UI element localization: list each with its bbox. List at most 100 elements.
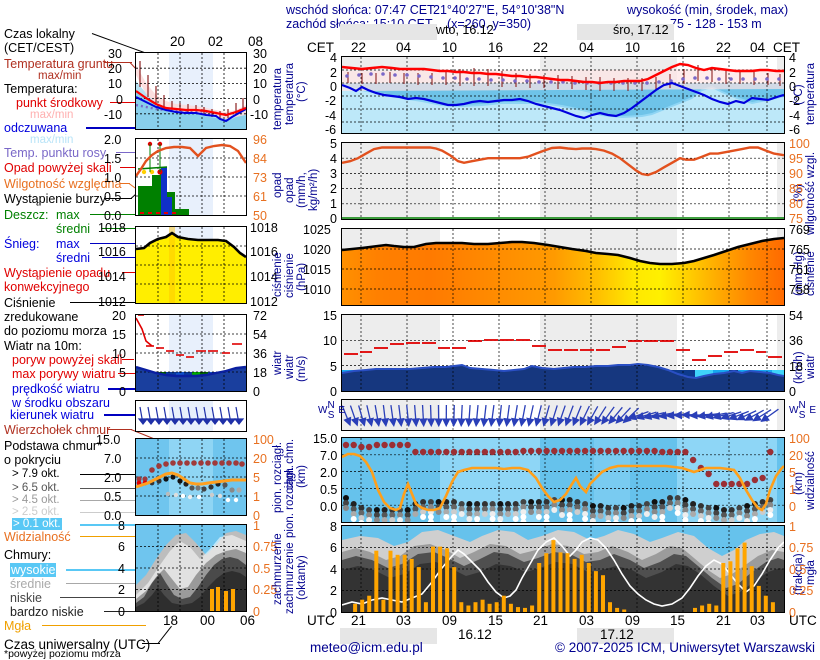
main-ylabel-cover: zachmurzenie — [284, 542, 296, 614]
day-band-1 — [340, 24, 437, 40]
legend-conv-2: konwekcyjnego — [4, 280, 90, 294]
main-ylabel-precip-unit: (mm/h, kg/m²/h) — [296, 168, 320, 212]
main-panel-wind-direction — [341, 399, 785, 431]
main-cloud-l0: 15.0 — [313, 432, 338, 446]
main-cover-l4: 0 — [330, 606, 337, 620]
cet-tick-2: 10 — [442, 40, 458, 55]
mini-cloud-r0: 100 — [253, 433, 274, 447]
mini-panel-cloud — [135, 438, 247, 516]
mini-panel-pressure — [135, 226, 247, 304]
main-press-r0: 769 — [789, 223, 810, 237]
main-ylabel-wind: wiatr — [284, 354, 296, 380]
main-press-l2: 1015 — [303, 263, 331, 277]
main-press-l0: 1025 — [303, 223, 331, 237]
main-ylabel-cloud-unit: (km) — [296, 465, 308, 489]
mini-wind-l2: 10 — [112, 347, 126, 361]
main-ylabel-wind-unit: (m/s) — [296, 355, 308, 383]
legend-temp-maxmin: max/min — [30, 109, 74, 121]
legend-snow-head: Śnieg: — [4, 237, 40, 251]
legend-storm: Wystąpienie burzy — [4, 192, 107, 206]
leader-utc2 — [157, 625, 172, 644]
day-band-bottom-2 — [577, 628, 674, 644]
mini-wind-r0: 72 — [253, 309, 267, 323]
leader-rain-avg — [102, 228, 145, 229]
mini-temp-axis-r4: -10 — [250, 108, 269, 122]
leader-okt65 — [80, 488, 144, 489]
utc-tick-7: 15 — [670, 613, 686, 628]
mini-tick-top-2: 08 — [248, 34, 264, 49]
main-temp-l3: -2 — [325, 94, 337, 108]
header-grid: (x=260, y=350) — [447, 17, 532, 31]
main-rlabel-visibility: widzialność — [805, 451, 817, 511]
footer-email[interactable]: meteo@icm.edu.pl — [310, 640, 423, 655]
mini-cloud-l3: 0.5 — [104, 490, 122, 504]
mini-temp-axis-l0: 30 — [108, 47, 122, 61]
main-panel-pressure — [341, 228, 785, 306]
utc-tick-6: 09 — [625, 613, 641, 628]
utc-tick-3: 15 — [488, 613, 504, 628]
main-precip-l4: 1 — [330, 197, 337, 211]
legend-okt-25: > 2.5 okt. — [12, 506, 60, 518]
main-press-r2: 761 — [789, 263, 810, 277]
compass-left: WNS E — [318, 400, 346, 421]
leader-storm — [104, 198, 132, 199]
mini-temp-axis-r2: 10 — [253, 77, 267, 91]
main-wind-r1: 36 — [789, 334, 803, 348]
legend-local-time-unit: (CET/CEST) — [4, 41, 75, 55]
mini-cloud-l1: 7.0 — [104, 452, 122, 466]
mini-temp-axis-l1: 20 — [108, 62, 122, 76]
day-band-bottom-1 — [340, 628, 437, 644]
leader-rain-max — [90, 214, 145, 215]
legend-visibility: Widzialność — [4, 530, 71, 544]
legend-cl-vlow: bardzo niskie — [10, 605, 84, 619]
utc-tick-4: 21 — [533, 613, 549, 628]
main-cloud-l3: 0.5 — [320, 483, 338, 497]
main-fog-r1: 0.75 — [789, 541, 814, 555]
mini-panel-wind — [135, 314, 247, 392]
mini-press-l0: 1018 — [98, 221, 126, 235]
main-cover-l1: 6 — [330, 541, 337, 555]
legend-ground-temp: Temperatura gruntu — [4, 57, 114, 71]
main-cloud-l2: 2.0 — [320, 466, 338, 480]
legend-humidity: Wilgotność względna — [4, 177, 122, 191]
main-vis-r2: 5 — [789, 466, 796, 480]
legend-windspeed-1: prędkość wiatru — [12, 382, 100, 396]
main-vis-r1: 20 — [789, 449, 803, 463]
header-altitude-value: 75 - 128 - 153 m — [670, 17, 762, 31]
mini-press-r2: 1014 — [250, 270, 278, 284]
main-panel-temperature — [341, 56, 785, 134]
main-hum-r4: 80 — [789, 197, 803, 211]
mini-wind-r2: 36 — [253, 347, 267, 361]
mini-cover-l1: 6 — [118, 540, 125, 554]
main-ylabel-cloud: pion. rozciągł. chm. — [284, 438, 296, 538]
main-wind-l3: 0 — [330, 385, 337, 399]
mini-precip-l3: 0.5 — [104, 190, 122, 204]
main-temp-l5: -6 — [325, 123, 337, 137]
legend-clouds-head: Chmury: — [4, 548, 52, 562]
mini-panel-wind-direction — [135, 400, 247, 432]
day-label-2: śro, 17.12 — [613, 23, 669, 37]
cet-left-label: CET — [307, 40, 334, 55]
leader-temp-felt — [86, 127, 148, 129]
mini-temp-axis-r0: 30 — [253, 47, 267, 61]
leader-windspeed — [108, 388, 142, 390]
main-ylabel-temperature-unit: (°C) — [296, 81, 308, 103]
mini-wind-r4: 0 — [253, 385, 260, 399]
main-temp-l2: 0 — [330, 80, 337, 94]
leader-gust-over — [122, 359, 134, 360]
utc-tick-8: 21 — [716, 613, 732, 628]
mini-precip-l4: 0.0 — [104, 209, 122, 223]
cet-tick-7: 16 — [670, 40, 686, 55]
legend-cl-mid: średnie — [10, 577, 51, 591]
legend-wind-head: Wiatr na 10m: — [4, 339, 82, 353]
utc-left-label: UTC — [307, 613, 335, 628]
mini-ylabel-precip: opad — [272, 172, 284, 198]
header-coords: 21°40'27"E, 54°10'38"N — [433, 3, 565, 17]
main-precip-l2: 3 — [330, 167, 337, 181]
main-ylabel-temperature: temperatura — [284, 63, 296, 126]
header-sunrise: wschód słońca: 07:47 CET — [286, 3, 435, 17]
legend-gust-over: poryw powyżej skali — [12, 353, 123, 367]
mini-tick-bot-2: 06 — [240, 613, 256, 628]
mini-cloud-r2: 5 — [253, 471, 260, 485]
mini-press-l3: 1012 — [98, 295, 126, 309]
